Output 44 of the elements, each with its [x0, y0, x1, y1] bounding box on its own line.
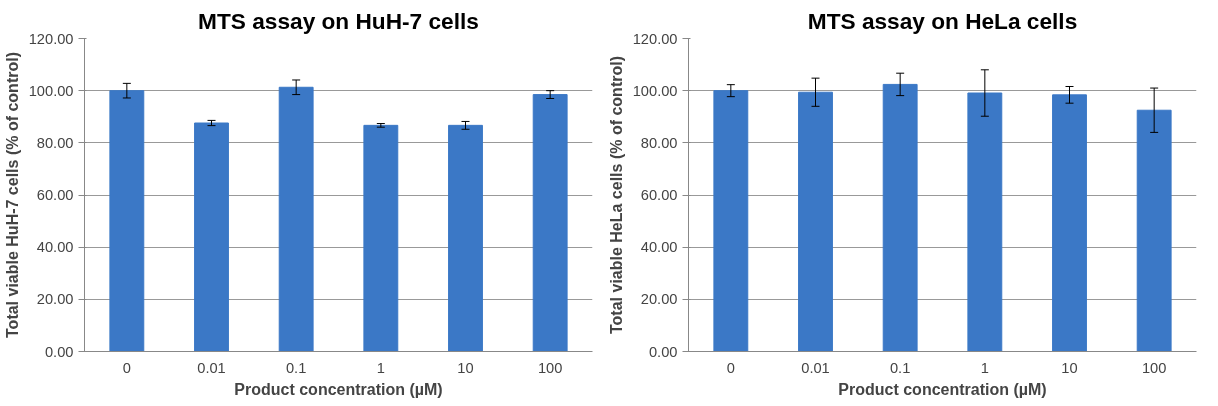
- x-tick-label: 0.01: [801, 359, 830, 376]
- x-tick-label: 10: [457, 359, 474, 376]
- y-tick-label: 80.00: [640, 134, 678, 151]
- x-axis-title: Product concentration (µM): [234, 380, 443, 398]
- y-tick-label: 20.00: [640, 291, 678, 308]
- bar: [1136, 109, 1172, 352]
- bar: [1052, 94, 1087, 352]
- y-tick-label: 100.00: [28, 82, 74, 99]
- bar: [532, 94, 568, 352]
- bar: [448, 124, 483, 352]
- bar: [798, 91, 833, 352]
- x-tick-label: 0: [122, 359, 131, 376]
- y-tick-label: 120.00: [28, 30, 74, 47]
- x-tick-label: 100: [1141, 359, 1167, 376]
- x-tick-label: 1: [376, 359, 385, 376]
- chart-title: MTS assay on HuH-7 cells: [198, 7, 479, 34]
- y-tick-label: 0.00: [44, 343, 74, 360]
- bar: [882, 83, 918, 352]
- y-axis-title: Total viable HuH-7 cells (% of control): [3, 52, 21, 338]
- bar: [278, 86, 314, 352]
- x-tick-label: 10: [1061, 359, 1078, 376]
- chart-title: MTS assay on HeLa cells: [807, 7, 1078, 34]
- y-tick-label: 40.00: [640, 239, 678, 256]
- y-axis-title: Total viable HeLa cells (% of control): [607, 56, 625, 334]
- x-tick-label: 100: [537, 359, 563, 376]
- bar: [109, 90, 145, 352]
- x-tick-label: 1: [980, 359, 989, 376]
- y-tick-label: 40.00: [36, 239, 74, 256]
- y-tick-label: 100.00: [632, 82, 678, 99]
- x-tick-label: 0: [726, 359, 735, 376]
- y-tick-label: 120.00: [632, 30, 678, 47]
- y-tick-label: 20.00: [36, 291, 74, 308]
- bar: [967, 92, 1003, 352]
- bar: [363, 124, 399, 352]
- bar: [713, 90, 749, 352]
- x-tick-label: 0.01: [197, 359, 226, 376]
- x-tick-label: 0.1: [285, 359, 307, 376]
- y-tick-label: 60.00: [36, 187, 74, 203]
- y-tick-label: 80.00: [36, 134, 74, 151]
- y-tick-label: 60.00: [640, 187, 678, 203]
- x-tick-label: 0.1: [889, 359, 911, 376]
- x-axis-title: Product concentration (µM): [838, 380, 1047, 398]
- bar: [194, 122, 229, 352]
- y-tick-label: 0.00: [648, 343, 678, 360]
